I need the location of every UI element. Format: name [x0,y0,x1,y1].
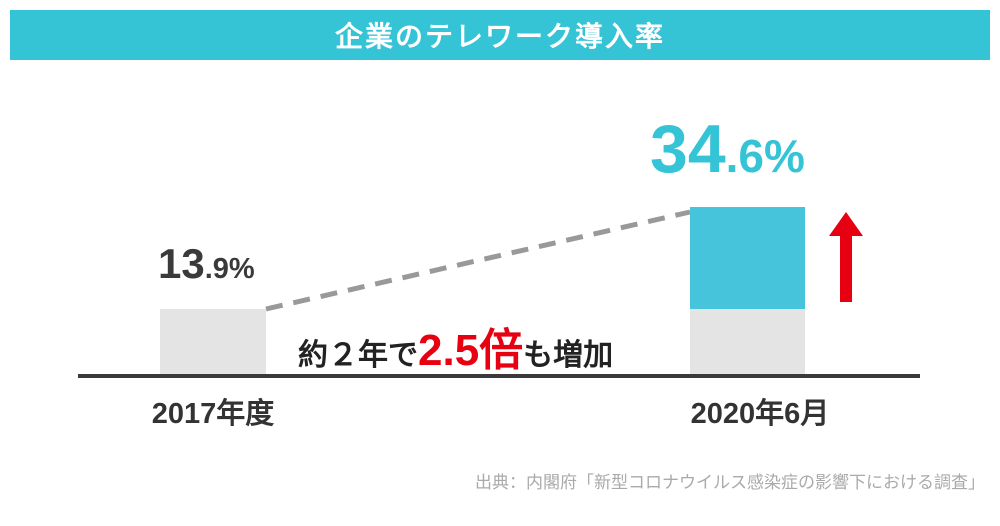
page-title: 企業のテレワーク導入率 [334,21,665,52]
category-label-2017: 2017年度 [151,398,275,430]
growth-annotation: 約２年で2.5倍も増加 [298,314,613,378]
value-2020-decimal: .6% [725,130,805,182]
value-2017-integer: 13 [158,240,205,287]
increase-arrow-icon [826,212,866,304]
annotation-prefix: 約２年で [298,339,418,372]
value-2017-decimal: .9% [204,253,255,285]
value-2020-integer: 34 [650,111,726,187]
bar-2020-increase-segment [690,207,805,309]
header-banner: 企業のテレワーク導入率 [10,10,990,60]
increase-arrow-stem [840,234,852,302]
category-label-2020: 2020年6月 [690,398,830,430]
bar-2020-base-segment [690,309,805,377]
source-note: 出典：内閣府「新型コロナウイルス感染症の影響下における調査」 [475,473,985,492]
value-label-2020: 34.6% [650,110,805,188]
bar-2017 [160,309,266,377]
bar-2020 [690,207,805,377]
increase-arrow-head [829,212,863,236]
x-axis-line [78,374,920,378]
annotation-highlight: 2.5倍 [418,326,524,375]
value-label-2017: 13.9% [158,240,255,288]
annotation-suffix: も増加 [523,339,614,372]
